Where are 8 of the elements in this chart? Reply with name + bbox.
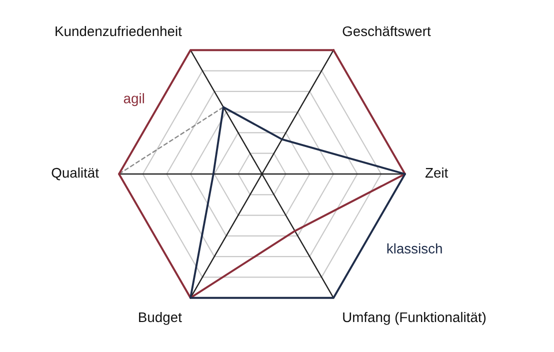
spoke-label: Umfang (Funktionalität)	[343, 312, 486, 325]
series-label: klassisch	[387, 243, 442, 254]
spoke-label: Kundenzufriedenheit	[56, 26, 182, 36]
series-label: agil	[124, 93, 144, 106]
spoke-label: Geschäftswert	[342, 26, 431, 36]
spoke-label: Zeit	[425, 168, 448, 178]
spoke-label: Qualität	[52, 168, 99, 180]
spoke-label: Budget	[139, 312, 182, 325]
